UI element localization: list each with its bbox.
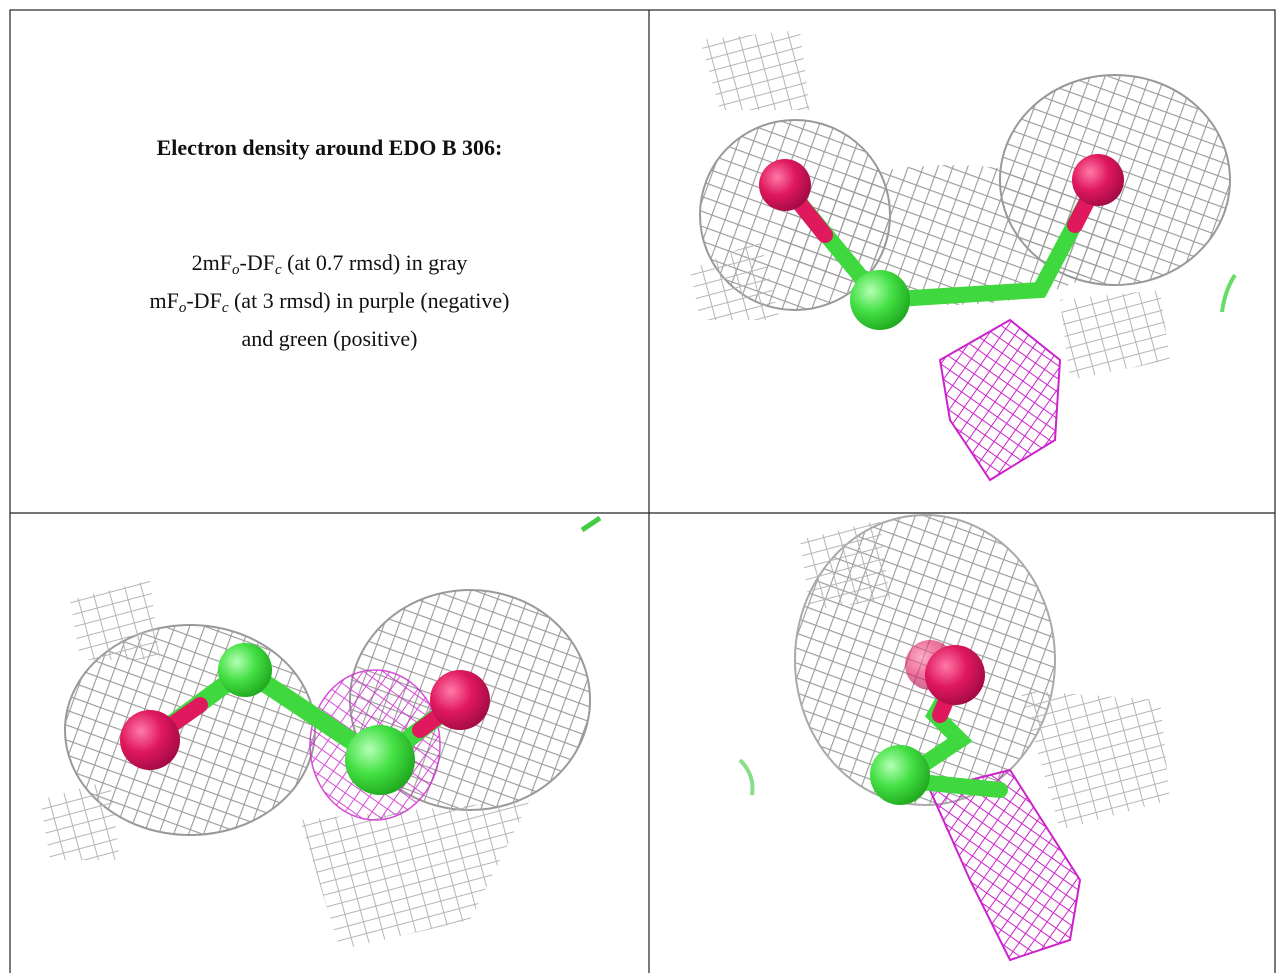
subscript: c (221, 300, 229, 316)
legend-text: mF (149, 288, 179, 313)
table-borders (9, 9, 1276, 973)
figure-title: Electron density around EDO B 306: (156, 135, 503, 160)
subscript: o (232, 262, 240, 278)
legend-text: -DF (239, 250, 275, 275)
subscript: c (274, 262, 282, 278)
legend-text: (at 0.7 rmsd) in gray (281, 250, 468, 275)
panel-top-right (690, 30, 1237, 482)
legend-text: 2mF (191, 250, 232, 275)
legend-text: and green (positive) (241, 326, 418, 351)
panel-bottom-left (40, 515, 602, 950)
legend-text: -DF (186, 288, 222, 313)
panel-bottom-right (738, 514, 1170, 962)
subscript: o (178, 300, 187, 316)
legend-line: 2mFo-DFc (at 0.7 rmsd) in gray (10, 250, 649, 279)
legend-text: (at 3 rmsd) in purple (negative) (228, 288, 510, 313)
legend-line: mFo-DFc (at 3 rmsd) in purple (negative) (10, 288, 649, 317)
legend-line: and green (positive) (10, 326, 649, 352)
